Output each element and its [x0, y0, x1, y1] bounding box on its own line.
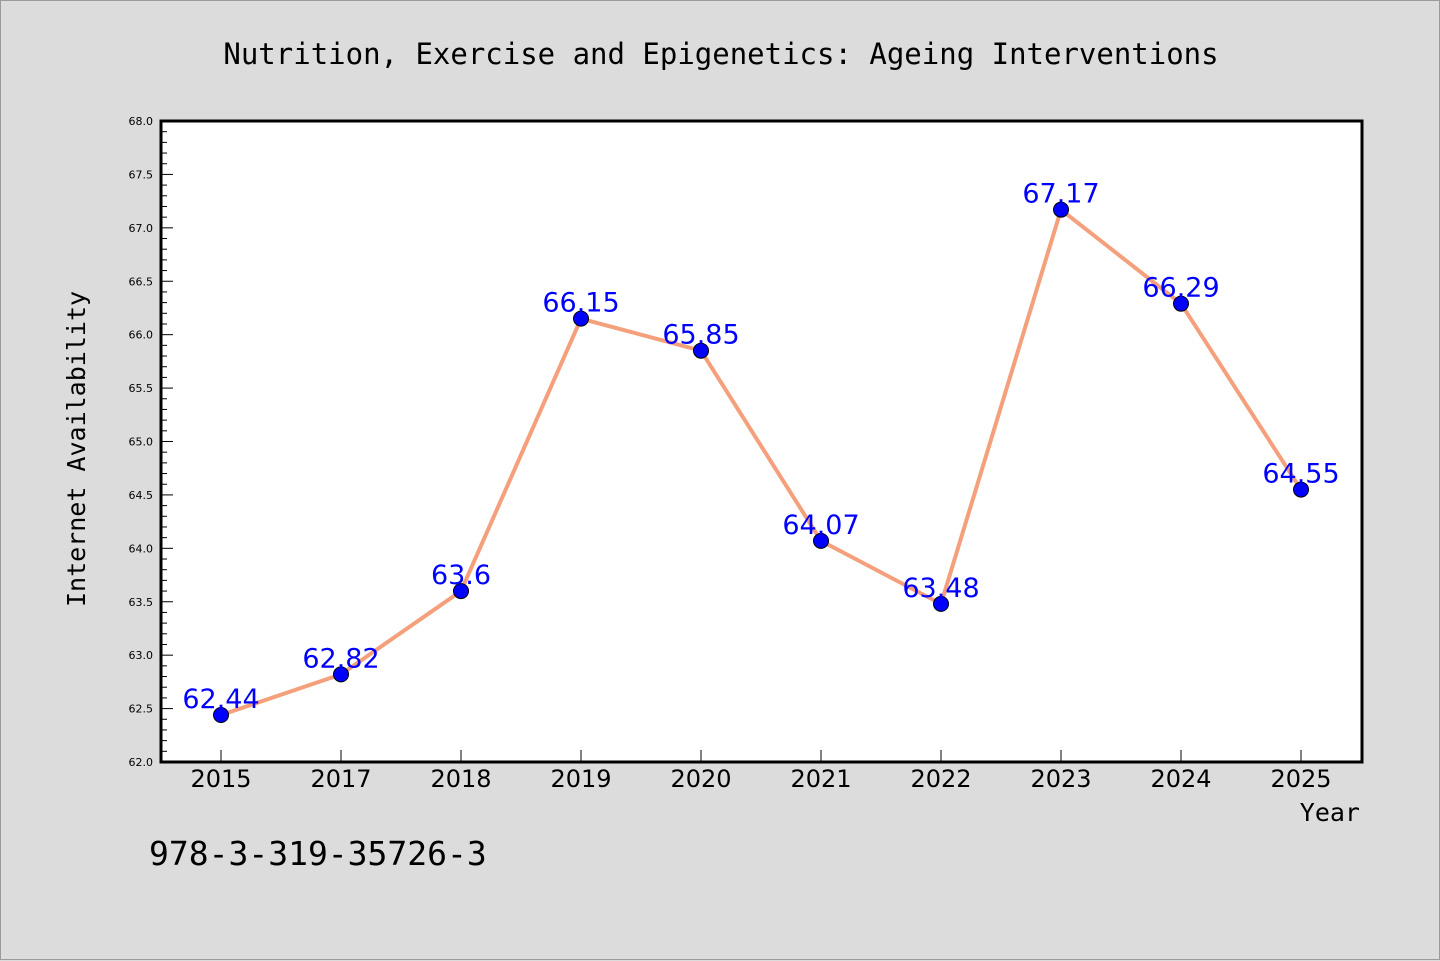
y-tick-label: 66.5: [129, 275, 154, 288]
y-tick-label: 63.5: [129, 596, 154, 609]
y-tick-label: 64.0: [129, 542, 154, 555]
data-label: 63.48: [902, 573, 979, 604]
data-label: 66.29: [1142, 273, 1219, 304]
y-tick-label: 62.0: [129, 756, 154, 769]
data-point: [573, 310, 589, 327]
y-tick-label: 67.5: [129, 168, 154, 181]
x-tick-label: 2025: [1270, 765, 1331, 793]
data-label: 62.82: [302, 643, 379, 674]
data-point: [1053, 201, 1069, 218]
x-tick-label: 2023: [1030, 765, 1091, 793]
y-tick-label: 65.0: [129, 436, 154, 449]
x-tick-label: 2021: [790, 765, 851, 793]
data-label: 67.17: [1022, 179, 1099, 210]
data-point: [813, 532, 829, 549]
data-point: [933, 595, 949, 612]
data-label: 63.6: [431, 560, 491, 591]
data-label: 62.44: [182, 684, 259, 715]
y-tick-label: 68.0: [129, 115, 154, 128]
y-tick-label: 67.0: [129, 222, 154, 235]
x-tick-label: 2024: [1150, 765, 1211, 793]
data-label-layer: 62.44 62.82 63.6 66.15 65.85 64.07 63.48 67.17 6…: [182, 179, 1339, 715]
y-tick-label: 62.5: [129, 703, 154, 716]
data-label: 65.85: [662, 320, 739, 351]
chart-title: Nutrition, Exercise and Epigenetics: Age…: [223, 37, 1218, 71]
isbn-caption: 978-3-319-35726-3: [149, 834, 487, 873]
x-tick-label: 2017: [310, 765, 371, 793]
data-point: [453, 583, 469, 600]
y-axis: 62.0 62.5 63.0 63.5 64.0 64.5 65.0 65.5 66.0 66.5…: [129, 115, 173, 769]
y-tick-label: 64.5: [129, 489, 154, 502]
y-tick-label: 65.5: [129, 382, 154, 395]
x-axis: 2015 2017 2018 2019 2020 2021 2022 2023 2024 2025: [190, 750, 1332, 793]
y-tick-label: 66.0: [129, 329, 154, 342]
data-point: [213, 706, 229, 723]
x-axis-label: Year: [1300, 798, 1360, 827]
plot-area: [159, 119, 1364, 764]
data-label: 66.15: [542, 288, 619, 319]
data-point: [1293, 481, 1309, 498]
data-point: [333, 666, 349, 683]
x-tick-label: 2022: [910, 765, 971, 793]
x-tick-label: 2019: [550, 765, 611, 793]
series-layer: [213, 201, 1309, 723]
x-tick-label: 2018: [430, 765, 491, 793]
data-point: [693, 342, 709, 359]
x-tick-label: 2020: [670, 765, 731, 793]
data-label: 64.07: [782, 510, 859, 541]
data-point: [1173, 295, 1189, 312]
y-axis-label: Internet Availability: [62, 291, 91, 607]
x-tick-label: 2015: [190, 765, 251, 793]
series-line: [219, 207, 1303, 717]
y-tick-label: 63.0: [129, 649, 154, 662]
data-label: 64.55: [1262, 459, 1339, 490]
